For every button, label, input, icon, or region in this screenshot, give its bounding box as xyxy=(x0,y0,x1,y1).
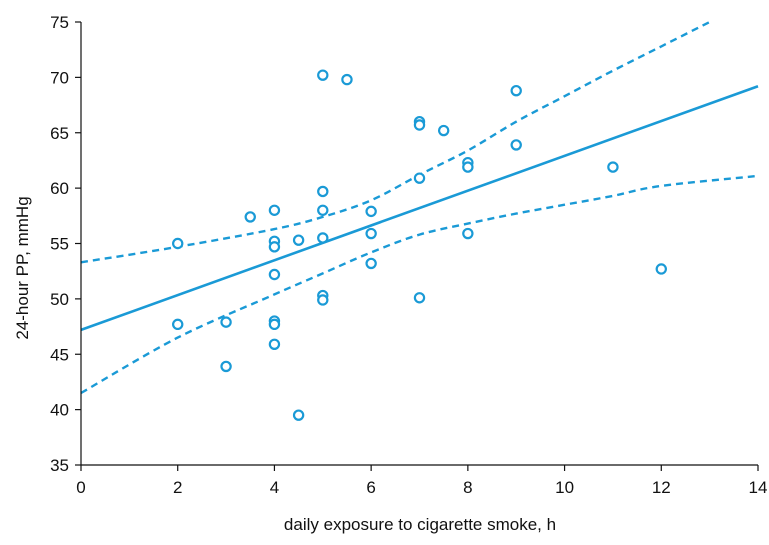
data-point xyxy=(655,263,667,275)
y-tick-label: 55 xyxy=(50,235,69,254)
data-point xyxy=(244,211,256,223)
x-axis-title: daily exposure to cigarette smoke, h xyxy=(284,515,556,534)
y-tick-label: 45 xyxy=(50,345,69,364)
data-point xyxy=(437,124,450,137)
data-point xyxy=(268,241,281,253)
regression-line-group xyxy=(80,85,759,332)
regression-line xyxy=(80,85,759,332)
data-point xyxy=(172,318,184,331)
data-point xyxy=(413,172,426,184)
data-point xyxy=(172,237,184,250)
axes xyxy=(75,21,759,471)
data-point xyxy=(607,161,619,173)
data-point xyxy=(413,292,426,304)
y-tick-label: 65 xyxy=(50,124,69,143)
y-tick-label: 50 xyxy=(50,290,69,309)
data-points xyxy=(172,69,667,421)
x-tick-label: 14 xyxy=(749,478,768,497)
data-point xyxy=(292,234,305,246)
y-tick-label: 75 xyxy=(50,13,69,32)
data-point xyxy=(365,205,377,218)
y-tick-label: 70 xyxy=(50,68,69,87)
y-axis-title: 24-hour PP, mmHg xyxy=(13,196,32,339)
x-tick-label: 6 xyxy=(366,478,375,497)
data-point xyxy=(462,161,474,173)
data-point xyxy=(220,316,232,328)
tick-labels: 0 2 4 6 8 10 12 14 35 40 45 50 55 60 65 70 75 xyxy=(50,13,767,497)
data-point xyxy=(341,73,353,86)
x-tick-label: 12 xyxy=(652,478,671,497)
data-point xyxy=(317,185,329,198)
data-point xyxy=(268,268,281,281)
data-point xyxy=(268,204,281,216)
data-point xyxy=(292,409,305,421)
x-tick-label: 2 xyxy=(173,478,182,497)
data-point xyxy=(365,227,377,240)
y-tick-label: 35 xyxy=(50,456,69,475)
data-point xyxy=(220,360,232,373)
x-tick-label: 8 xyxy=(463,478,472,497)
data-point xyxy=(317,69,329,81)
y-tick-label: 60 xyxy=(50,179,69,198)
data-point xyxy=(413,119,426,131)
data-point xyxy=(365,257,377,270)
data-point xyxy=(510,139,522,151)
data-point xyxy=(268,338,281,350)
data-point xyxy=(317,232,329,244)
data-point xyxy=(462,227,474,240)
data-point xyxy=(317,204,329,216)
data-point xyxy=(510,84,522,97)
x-tick-label: 0 xyxy=(76,478,85,497)
data-point xyxy=(317,294,329,306)
confidence-bands xyxy=(80,20,759,395)
data-point xyxy=(268,318,281,331)
y-tick-label: 40 xyxy=(50,401,69,420)
x-tick-label: 4 xyxy=(270,478,279,497)
lower-confidence-band xyxy=(80,174,759,395)
upper-confidence-band xyxy=(80,20,711,264)
x-tick-label: 10 xyxy=(555,478,574,497)
